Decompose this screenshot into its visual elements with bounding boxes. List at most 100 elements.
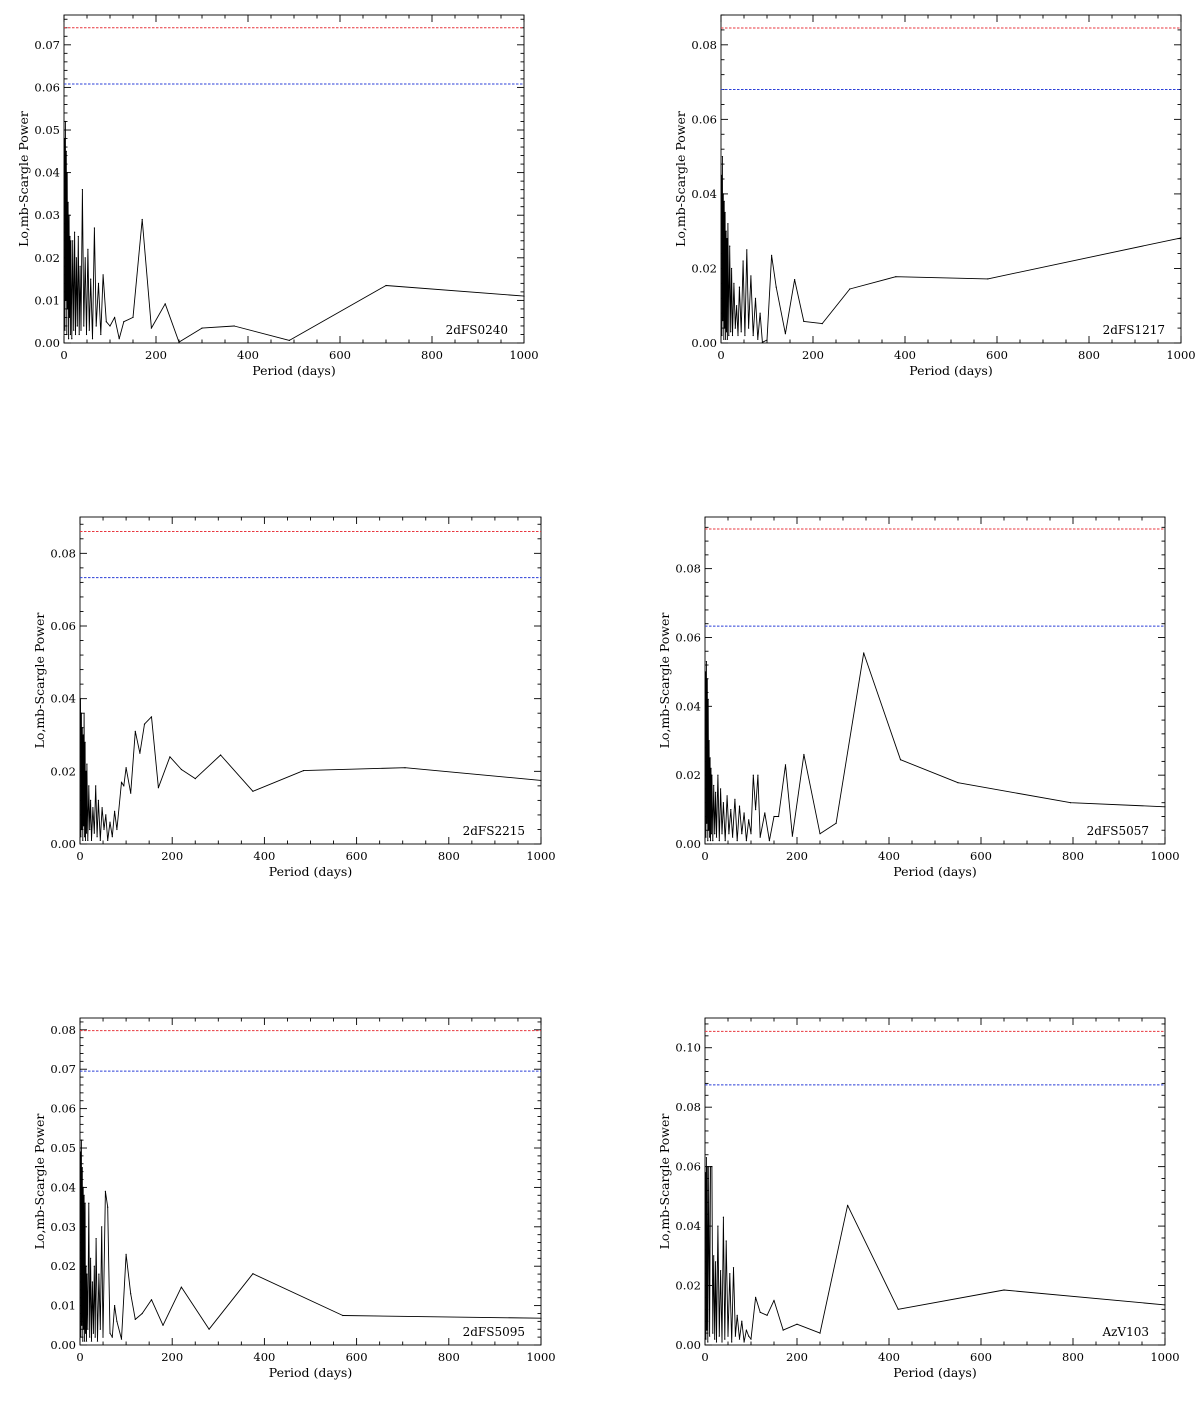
data-point	[83, 712, 85, 714]
data-point	[724, 1338, 726, 1340]
data-point	[721, 1341, 723, 1343]
data-point	[899, 759, 902, 761]
x-tick-label: 400	[878, 1350, 900, 1364]
x-axis-title: Period (days)	[909, 363, 992, 378]
data-point	[63, 137, 66, 140]
data-point	[1070, 802, 1072, 804]
data-point	[821, 323, 823, 325]
data-point	[771, 254, 773, 256]
data-point	[750, 275, 752, 277]
data-point	[757, 338, 759, 340]
data-point	[730, 809, 732, 811]
x-axis-title: Period (days)	[893, 1365, 976, 1380]
data-point	[111, 836, 113, 838]
series-line	[705, 652, 1166, 842]
data-point	[718, 840, 720, 842]
y-tick-label: 0.02	[50, 764, 76, 778]
data-point	[79, 698, 82, 700]
data-point	[116, 828, 118, 831]
data-point	[709, 836, 711, 838]
y-axis-title: Lo,mb-Scargle Power	[16, 111, 31, 247]
data-point	[705, 1338, 707, 1340]
data-point	[704, 1172, 707, 1174]
data-point	[755, 1296, 757, 1298]
x-tick-label: 400	[237, 348, 259, 362]
data-point	[87, 248, 89, 250]
data-point	[72, 240, 74, 242]
data-point	[97, 799, 99, 802]
data-point	[75, 257, 77, 259]
data-point	[755, 809, 757, 811]
data-point	[107, 839, 109, 842]
data-point	[725, 1240, 727, 1242]
data-point	[796, 1323, 798, 1325]
data-point	[738, 805, 741, 807]
y-tick-label: 0.01	[34, 293, 60, 307]
x-tick-label: 600	[986, 348, 1008, 362]
data-point	[69, 235, 71, 238]
data-point	[724, 327, 726, 329]
data-point	[141, 218, 143, 221]
data-point	[178, 341, 180, 343]
data-point	[82, 839, 84, 842]
data-point	[74, 231, 76, 233]
data-point	[752, 774, 754, 776]
y-tick-label: 0.06	[34, 80, 60, 94]
series-line	[721, 156, 1182, 343]
data-point	[732, 836, 734, 838]
data-point	[80, 1139, 82, 1141]
data-point	[754, 297, 757, 299]
data-point	[80, 712, 82, 714]
data-point	[342, 1314, 344, 1317]
data-point	[88, 785, 90, 787]
data-point	[708, 829, 710, 831]
data-point	[84, 1332, 87, 1334]
data-point	[849, 288, 851, 290]
data-point	[83, 1328, 85, 1330]
x-tick-label: 400	[253, 849, 275, 863]
data-point	[88, 1202, 90, 1204]
data-point	[89, 1336, 91, 1338]
data-point	[707, 698, 709, 701]
data-point	[708, 1166, 710, 1168]
y-tick-label: 0.06	[691, 112, 717, 126]
data-point	[759, 312, 761, 314]
data-point	[710, 833, 713, 835]
data-point	[220, 754, 222, 756]
data-point	[738, 1338, 741, 1340]
x-tick-label: 600	[346, 849, 368, 863]
data-point	[750, 833, 752, 835]
data-point	[95, 1238, 97, 1240]
data-point	[704, 671, 707, 673]
data-point	[744, 334, 746, 337]
data-point	[712, 1332, 714, 1334]
y-tick-label: 0.03	[50, 1220, 76, 1234]
data-point	[70, 240, 72, 242]
star-label: 2dFS5057	[1087, 824, 1149, 838]
chart-panel-2: 0 200 400 600 800 1000 0.00 0.02 0.04 0.06 0.08 2dF…	[673, 14, 1196, 378]
data-point	[713, 784, 715, 787]
data-point	[64, 329, 66, 331]
data-point	[84, 257, 86, 259]
data-point	[169, 756, 171, 758]
data-point	[720, 788, 722, 790]
data-point	[713, 1255, 715, 1257]
x-tick-label: 400	[253, 1350, 275, 1364]
data-point	[81, 189, 83, 191]
data-point	[731, 1341, 733, 1343]
data-point	[125, 1253, 127, 1255]
x-axis-title: Period (days)	[269, 1365, 352, 1380]
data-point	[784, 333, 787, 335]
data-point	[746, 249, 748, 251]
x-tick-label: 0	[701, 1350, 708, 1364]
star-label: 2dFS1217	[1103, 323, 1165, 337]
data-point	[85, 333, 88, 336]
data-point	[104, 1190, 106, 1192]
x-tick-label: 400	[894, 348, 916, 362]
y-tick-label: 0.04	[675, 1219, 701, 1233]
data-point	[116, 1320, 118, 1322]
x-tick-label: 800	[438, 1350, 460, 1364]
data-point	[90, 1340, 93, 1342]
x-tick-label: 1000	[509, 348, 538, 362]
